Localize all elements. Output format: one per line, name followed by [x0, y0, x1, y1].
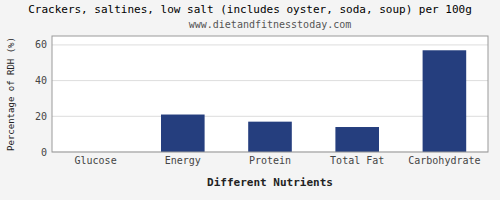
chart: 0 20 40 60 Glucose Energy Protein Total Fat Carb… [0, 0, 500, 200]
y-tick-label: 20 [35, 111, 47, 122]
y-axis-label: Percentage of RDH (%) [6, 37, 16, 151]
y-tick-label: 0 [41, 147, 47, 158]
bar [161, 115, 205, 152]
subtitle: www.dietandfitnesstoday.com [189, 19, 352, 30]
background [0, 0, 500, 200]
bar [335, 127, 379, 152]
bar [248, 122, 292, 152]
x-tick-label: Total Fat [330, 155, 384, 166]
y-tick-label: 60 [35, 39, 47, 50]
x-tick-label: Carbohydrate [408, 155, 480, 166]
y-tick-label: 40 [35, 75, 47, 86]
grid-line [52, 44, 488, 45]
plot-frame [52, 36, 488, 152]
x-tick-label: Glucose [75, 155, 117, 166]
x-tick-label: Protein [249, 155, 291, 166]
bar [423, 50, 467, 152]
x-axis-label: Different Nutrients [207, 176, 333, 189]
plot-area [52, 36, 488, 152]
title: Crackers, saltines, low salt (includes o… [28, 3, 472, 16]
x-tick-label: Energy [165, 155, 201, 166]
bars [161, 50, 466, 152]
